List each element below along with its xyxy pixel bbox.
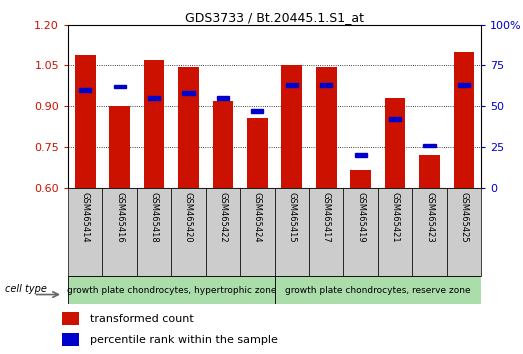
Bar bbox=[62, 312, 79, 325]
Bar bbox=[316, 67, 337, 188]
Bar bbox=[212, 101, 233, 188]
Bar bbox=[385, 98, 405, 188]
Bar bbox=[148, 96, 160, 100]
Bar bbox=[103, 188, 137, 276]
Bar bbox=[79, 88, 91, 92]
Bar bbox=[447, 188, 481, 276]
Text: GSM465415: GSM465415 bbox=[287, 192, 297, 243]
Bar bbox=[412, 188, 447, 276]
Bar bbox=[62, 333, 79, 346]
Bar bbox=[350, 170, 371, 188]
Bar bbox=[309, 188, 344, 276]
Text: GSM465423: GSM465423 bbox=[425, 192, 434, 243]
Text: growth plate chondrocytes, reserve zone: growth plate chondrocytes, reserve zone bbox=[285, 286, 471, 295]
Text: GSM465420: GSM465420 bbox=[184, 192, 193, 243]
Bar bbox=[144, 60, 164, 188]
Bar bbox=[320, 83, 332, 87]
Bar bbox=[344, 188, 378, 276]
Text: growth plate chondrocytes, hypertrophic zone: growth plate chondrocytes, hypertrophic … bbox=[66, 286, 276, 295]
Bar bbox=[281, 65, 302, 188]
Text: GSM465418: GSM465418 bbox=[150, 192, 158, 243]
Bar bbox=[355, 153, 367, 157]
Bar bbox=[75, 55, 96, 188]
Bar bbox=[109, 106, 130, 188]
Bar bbox=[424, 143, 436, 147]
Text: GSM465424: GSM465424 bbox=[253, 192, 262, 243]
Bar bbox=[68, 188, 103, 276]
Bar bbox=[240, 188, 275, 276]
Bar bbox=[178, 67, 199, 188]
Bar bbox=[206, 188, 240, 276]
Bar bbox=[68, 276, 275, 304]
Text: cell type: cell type bbox=[5, 284, 47, 294]
Text: percentile rank within the sample: percentile rank within the sample bbox=[90, 335, 278, 345]
Text: GSM465425: GSM465425 bbox=[459, 192, 469, 243]
Text: GSM465421: GSM465421 bbox=[391, 192, 400, 243]
Bar bbox=[183, 91, 195, 95]
Title: GDS3733 / Bt.20445.1.S1_at: GDS3733 / Bt.20445.1.S1_at bbox=[185, 11, 364, 24]
Bar bbox=[217, 96, 229, 100]
Bar bbox=[453, 52, 474, 188]
Bar bbox=[172, 188, 206, 276]
Text: GSM465417: GSM465417 bbox=[322, 192, 331, 243]
Bar bbox=[252, 109, 264, 113]
Text: GSM465422: GSM465422 bbox=[219, 192, 228, 243]
Bar bbox=[137, 188, 172, 276]
Bar bbox=[389, 118, 401, 121]
Bar bbox=[247, 118, 268, 188]
Text: GSM465419: GSM465419 bbox=[356, 192, 365, 243]
Text: transformed count: transformed count bbox=[90, 314, 194, 324]
Bar bbox=[378, 188, 412, 276]
Bar bbox=[113, 85, 126, 88]
Bar bbox=[458, 83, 470, 87]
Bar bbox=[275, 188, 309, 276]
Bar bbox=[419, 155, 440, 188]
Bar bbox=[286, 83, 298, 87]
Text: GSM465416: GSM465416 bbox=[115, 192, 124, 243]
Text: GSM465414: GSM465414 bbox=[81, 192, 90, 243]
Bar bbox=[275, 276, 481, 304]
